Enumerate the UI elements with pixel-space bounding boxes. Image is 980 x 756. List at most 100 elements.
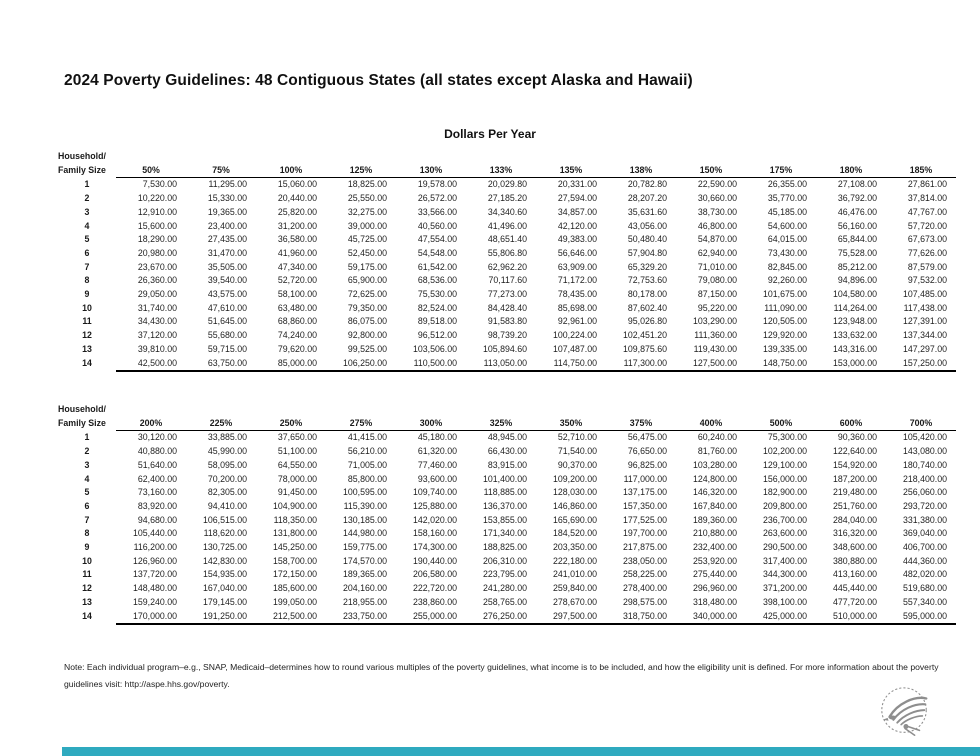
dollar-value-cell: 142,830.00: [202, 555, 247, 566]
dollar-value-cell: 65,900.00: [347, 275, 387, 286]
percent-column-header: 138%: [606, 163, 676, 179]
dollar-value-cell: 206,310.00: [482, 555, 527, 566]
dollar-value-cell: 114,264.00: [833, 302, 877, 313]
dollar-value-cell: 127,500.00: [676, 356, 746, 373]
family-size-cell: 10: [82, 302, 92, 313]
dollar-value-cell: 276,250.00: [466, 609, 536, 626]
dollar-value-cell: 45,180.00: [417, 432, 457, 443]
family-size-cell: 8: [84, 275, 90, 286]
dollar-value-cell: 78,000.00: [277, 473, 317, 484]
dollar-value-cell: 298,575.00: [622, 596, 667, 607]
dollar-value-cell: 57,720.00: [907, 220, 947, 231]
dollar-value-cell: 85,800.00: [347, 473, 387, 484]
family-size-cell: 4: [84, 220, 90, 231]
dollar-value-cell: 85,000.00: [256, 356, 326, 373]
dollar-value-cell: 20,331.00: [557, 179, 597, 190]
dollar-value-cell: 92,800.00: [347, 330, 387, 341]
dollar-value-cell: 51,100.00: [277, 446, 317, 457]
dollar-value-cell: 19,365.00: [207, 206, 247, 217]
row-header-line2: Family Size: [58, 417, 106, 428]
dollar-value-cell: 47,554.00: [417, 234, 457, 245]
dollar-value-cell: 58,100.00: [277, 289, 317, 300]
dollar-value-cell: 85,212.00: [837, 261, 877, 272]
dollar-value-cell: 233,750.00: [326, 609, 396, 626]
dollar-value-cell: 445,440.00: [832, 583, 877, 594]
dollar-value-cell: 32,275.00: [347, 206, 387, 217]
family-size-cell: 1: [84, 432, 90, 443]
dollar-value-cell: 217,875.00: [622, 542, 667, 553]
table-row: 13 159,240.00 179,145.00 199,050.00 218,955.…: [58, 596, 956, 610]
dollar-value-cell: 106,515.00: [202, 514, 247, 525]
dollar-value-cell: 94,896.00: [837, 275, 877, 286]
dollar-value-cell: 87,150.00: [697, 289, 737, 300]
dollar-value-cell: 82,845.00: [767, 261, 807, 272]
dollar-value-cell: 369,040.00: [902, 528, 947, 539]
table-row: 5 18,290.00 27,435.00 36,580.00 45,725.00 47,…: [58, 233, 956, 247]
dollar-value-cell: 251,760.00: [832, 500, 877, 511]
dollar-value-cell: 45,725.00: [347, 234, 387, 245]
table-row: 14 42,500.00 63,750.00 85,000.00 106,250.00 1…: [58, 356, 956, 373]
dollar-value-cell: 218,400.00: [902, 473, 947, 484]
dollar-value-cell: 51,640.00: [137, 459, 177, 470]
dollar-value-cell: 180,740.00: [902, 459, 947, 470]
dollar-value-cell: 143,316.00: [832, 343, 877, 354]
dollar-value-cell: 73,160.00: [137, 487, 177, 498]
percent-column-header: 150%: [676, 163, 746, 179]
percent-column-header: 275%: [326, 416, 396, 432]
family-size-cell: 12: [82, 330, 92, 341]
table-row: 1 30,120.00 33,885.00 37,650.00 41,415.00 45,…: [58, 431, 956, 445]
dollar-value-cell: 293,720.00: [902, 500, 947, 511]
family-size-cell: 13: [82, 596, 92, 607]
dollar-value-cell: 139,335.00: [762, 343, 807, 354]
dollar-value-cell: 62,400.00: [137, 473, 177, 484]
dollar-value-cell: 35,631.60: [627, 206, 667, 217]
dollar-value-cell: 95,026.80: [627, 316, 667, 327]
dollar-value-cell: 146,320.00: [692, 487, 737, 498]
dollar-value-cell: 35,770.00: [767, 193, 807, 204]
percent-column-header: 135%: [536, 163, 606, 179]
dollar-value-cell: 510,000.00: [816, 609, 886, 626]
poverty-table-50-to-185-percent: Household/Family Size 50% 75% 100% 125% 130% 1…: [58, 150, 958, 373]
dollar-value-cell: 137,344.00: [902, 330, 947, 341]
percent-column-header: 400%: [676, 416, 746, 432]
dollar-value-cell: 209,800.00: [762, 500, 807, 511]
dollar-value-cell: 296,960.00: [692, 583, 737, 594]
family-size-cell: 13: [82, 343, 92, 354]
family-size-cell: 9: [84, 289, 90, 300]
header-spacer: [116, 150, 956, 164]
dollar-value-cell: 232,400.00: [692, 542, 737, 553]
dollar-value-cell: 316,320.00: [832, 528, 877, 539]
dollar-value-cell: 157,250.00: [886, 356, 956, 373]
dollar-value-cell: 398,100.00: [762, 596, 807, 607]
dollar-value-cell: 111,360.00: [694, 330, 737, 341]
dollar-value-cell: 31,740.00: [137, 302, 177, 313]
dollar-value-cell: 87,602.40: [627, 302, 667, 313]
dollar-value-cell: 90,370.00: [557, 459, 597, 470]
dollar-value-cell: 125,880.00: [412, 500, 457, 511]
dollar-value-cell: 258,765.00: [482, 596, 527, 607]
dollar-value-cell: 210,880.00: [692, 528, 737, 539]
dollar-value-cell: 70,117.60: [488, 275, 527, 286]
dollar-value-cell: 144,980.00: [342, 528, 387, 539]
dollar-value-cell: 62,940.00: [697, 247, 737, 258]
dollar-value-cell: 259,840.00: [552, 583, 597, 594]
dollar-value-cell: 130,725.00: [202, 542, 247, 553]
family-size-cell: 3: [84, 459, 90, 470]
dollar-value-cell: 278,400.00: [622, 583, 667, 594]
dollar-value-cell: 71,010.00: [697, 261, 737, 272]
dollar-value-cell: 117,300.00: [606, 356, 676, 373]
table-row: 4 15,600.00 23,400.00 31,200.00 39,000.00 40,…: [58, 220, 956, 234]
dollar-value-cell: 278,670.00: [552, 596, 597, 607]
dollar-value-cell: 103,506.00: [412, 343, 457, 354]
dollar-value-cell: 75,530.00: [417, 289, 457, 300]
dollar-value-cell: 72,625.00: [347, 289, 387, 300]
family-size-cell: 8: [84, 528, 90, 539]
dollar-value-cell: 255,000.00: [396, 609, 466, 626]
dollar-value-cell: 68,860.00: [277, 316, 317, 327]
dollar-value-cell: 33,566.00: [417, 206, 457, 217]
dollar-value-cell: 102,451.20: [622, 330, 667, 341]
dollar-value-cell: 35,505.00: [207, 261, 247, 272]
dollar-value-cell: 143,080.00: [902, 446, 947, 457]
dollar-value-cell: 206,580.00: [412, 569, 457, 580]
dollar-value-cell: 87,579.00: [907, 261, 947, 272]
